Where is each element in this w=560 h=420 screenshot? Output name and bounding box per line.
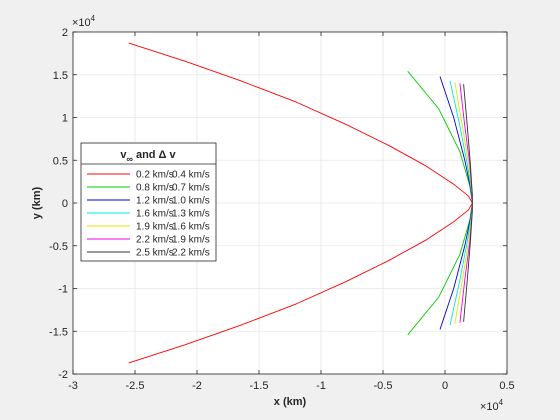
legend-dv: 1.9 km/s	[172, 235, 210, 246]
y-tick-label: -1.5	[49, 326, 68, 338]
legend-v-inf: 1.2 km/s	[136, 196, 174, 207]
legend-dv: 0.7 km/s	[172, 183, 210, 194]
legend-entry: 2.5 km/s2.2 km/s	[87, 248, 210, 259]
series-line-7	[463, 84, 473, 322]
x-tick-label: 0	[442, 380, 448, 392]
legend-v-inf: 0.2 km/s	[136, 170, 174, 181]
y-tick-label: -2	[58, 369, 68, 381]
ticks	[72, 31, 508, 375]
x-exponent: ×104	[480, 398, 504, 413]
y-tick-label: 0.5	[53, 155, 68, 167]
x-axis-label: x (km)	[274, 396, 307, 408]
legend-entry: 2.2 km/s1.9 km/s	[87, 235, 210, 246]
legend-dv: 1.6 km/s	[172, 222, 210, 233]
tick-labels: -3 -2.5 -2 -1.5 -1 -0.5 0 0.5 -2 -1.5 -1 -0.5 0 0.5 1 1…	[49, 27, 515, 392]
x-tick-label: 0.5	[499, 380, 514, 392]
legend-entries: 0.2 km/s0.4 km/s 0.8 km/s0.7 km/s 1.2 km/s…	[87, 170, 210, 259]
legend-entry: 0.8 km/s0.7 km/s	[87, 183, 210, 194]
legend-title: v∞ and Δ v	[120, 149, 176, 164]
legend-v-inf: 1.6 km/s	[136, 209, 174, 220]
legend-v-inf: 1.9 km/s	[136, 222, 174, 233]
x-tick-label: -1.5	[250, 380, 269, 392]
legend-entry: 1.9 km/s1.6 km/s	[87, 222, 210, 233]
y-tick-label: 1.5	[53, 70, 68, 82]
series-layer	[128, 42, 473, 364]
y-tick-label: -1	[58, 284, 68, 296]
y-tick-label: 2	[62, 27, 68, 39]
legend-v-inf: 2.2 km/s	[136, 235, 174, 246]
x-tick-label: -1	[316, 380, 326, 392]
legend-entry: 0.2 km/s0.4 km/s	[87, 170, 210, 181]
legend-dv: 0.4 km/s	[172, 170, 210, 181]
legend-v-inf: 0.8 km/s	[136, 183, 174, 194]
x-tick-label: -2.5	[126, 380, 145, 392]
x-tick-label: -2	[192, 380, 202, 392]
legend-dv: 2.2 km/s	[172, 248, 210, 259]
legend-dv: 1.3 km/s	[172, 209, 210, 220]
y-tick-label: 1	[62, 113, 68, 125]
y-axis-label: y (km)	[31, 186, 43, 219]
legend-v-inf: 2.5 km/s	[136, 248, 174, 259]
x-tick-label: -0.5	[374, 380, 393, 392]
y-tick-label: -0.5	[49, 241, 68, 253]
legend: v∞ and Δ v 0.2 km/s0.4 km/s 0.8 km/s0.7 k…	[80, 142, 217, 262]
x-tick-label: -3	[68, 380, 78, 392]
legend-entry: 1.2 km/s1.0 km/s	[87, 196, 210, 207]
y-tick-label: 0	[62, 198, 68, 210]
y-exponent: ×104	[72, 14, 96, 29]
legend-box	[80, 142, 217, 262]
legend-dv: 1.0 km/s	[172, 196, 210, 207]
legend-entry: 1.6 km/s1.3 km/s	[87, 209, 210, 220]
